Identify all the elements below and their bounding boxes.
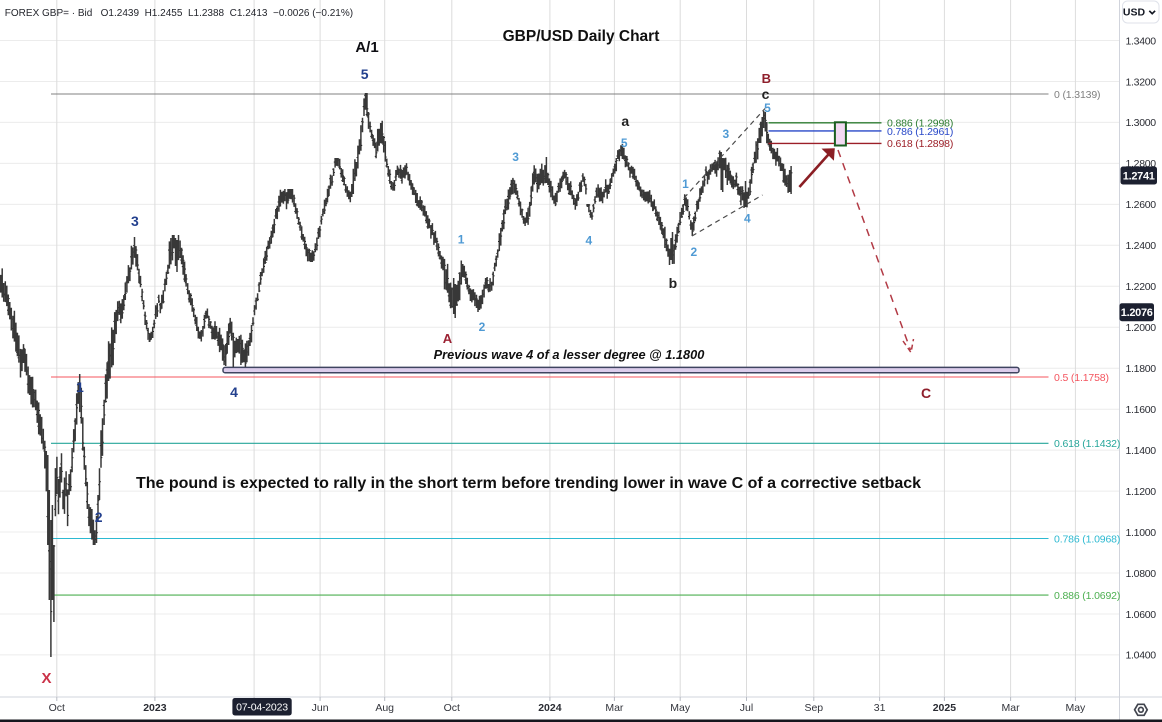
svg-text:5: 5 xyxy=(764,101,771,115)
svg-text:4: 4 xyxy=(230,384,238,400)
svg-text:1.2741: 1.2741 xyxy=(1123,171,1155,183)
svg-text:1: 1 xyxy=(76,379,84,395)
svg-text:2023: 2023 xyxy=(143,702,167,714)
svg-text:1.0800: 1.0800 xyxy=(1126,568,1157,580)
svg-text:May: May xyxy=(670,702,691,714)
svg-text:A/1: A/1 xyxy=(355,39,378,56)
svg-text:0 (1.3139): 0 (1.3139) xyxy=(1054,89,1100,101)
svg-text:May: May xyxy=(1065,702,1086,714)
svg-text:5: 5 xyxy=(621,136,628,150)
svg-text:Previous wave 4 of a lesser de: Previous wave 4 of a lesser degree @ 1.1… xyxy=(434,347,705,362)
svg-text:0.786 (1.2961): 0.786 (1.2961) xyxy=(887,126,953,138)
svg-text:4: 4 xyxy=(586,234,593,248)
svg-text:Oct: Oct xyxy=(444,702,460,714)
svg-text:2: 2 xyxy=(690,245,697,259)
svg-text:1.2000: 1.2000 xyxy=(1126,322,1157,334)
svg-text:1.0400: 1.0400 xyxy=(1126,650,1157,662)
svg-text:C: C xyxy=(921,385,931,401)
svg-text:Aug: Aug xyxy=(375,702,394,714)
svg-text:Mar: Mar xyxy=(1002,702,1021,714)
svg-text:1.2400: 1.2400 xyxy=(1126,240,1157,252)
svg-text:1.3400: 1.3400 xyxy=(1126,35,1157,47)
svg-text:GBP/USD Daily Chart: GBP/USD Daily Chart xyxy=(503,28,660,45)
svg-text:3: 3 xyxy=(131,213,139,229)
svg-text:1: 1 xyxy=(458,233,465,247)
svg-text:FOREX GBP= · Bid O1.2439 H1: FOREX GBP= · Bid O1.2439 H1.2455 L1.2388… xyxy=(5,8,353,19)
svg-text:2: 2 xyxy=(479,320,486,334)
svg-text:1.1800: 1.1800 xyxy=(1126,363,1157,375)
svg-text:A: A xyxy=(443,331,453,346)
svg-text:3: 3 xyxy=(512,150,519,164)
svg-text:Jun: Jun xyxy=(312,702,329,714)
svg-text:1.3000: 1.3000 xyxy=(1126,117,1157,129)
svg-text:4: 4 xyxy=(744,211,751,225)
svg-text:1.2600: 1.2600 xyxy=(1126,199,1157,211)
svg-text:0.786 (1.0968): 0.786 (1.0968) xyxy=(1054,533,1120,545)
svg-text:B: B xyxy=(762,71,771,86)
svg-text:3: 3 xyxy=(722,127,729,141)
svg-text:0.886 (1.0692): 0.886 (1.0692) xyxy=(1054,590,1120,602)
svg-text:0.5 (1.1758): 0.5 (1.1758) xyxy=(1054,372,1109,384)
svg-text:2024: 2024 xyxy=(538,702,562,714)
svg-text:0.886 (1.2998): 0.886 (1.2998) xyxy=(887,117,953,129)
svg-text:Sep: Sep xyxy=(804,702,823,714)
svg-text:1.1400: 1.1400 xyxy=(1126,445,1157,457)
svg-text:1: 1 xyxy=(682,177,689,191)
svg-text:1.0600: 1.0600 xyxy=(1126,609,1157,621)
svg-text:1.1600: 1.1600 xyxy=(1126,404,1157,416)
svg-text:31: 31 xyxy=(874,702,886,714)
svg-text:Mar: Mar xyxy=(605,702,624,714)
svg-text:07-04-2023: 07-04-2023 xyxy=(236,702,288,714)
svg-text:USD: USD xyxy=(1123,6,1146,18)
svg-text:2025: 2025 xyxy=(933,702,957,714)
svg-text:1.3200: 1.3200 xyxy=(1126,76,1157,88)
svg-text:The pound is expected to rally: The pound is expected to rally in the sh… xyxy=(136,475,921,492)
svg-text:1.2200: 1.2200 xyxy=(1126,281,1157,293)
svg-text:1.1000: 1.1000 xyxy=(1126,527,1157,539)
svg-text:0.618 (1.1432): 0.618 (1.1432) xyxy=(1054,438,1120,450)
svg-text:2: 2 xyxy=(95,509,103,525)
svg-text:Jul: Jul xyxy=(740,702,753,714)
svg-text:b: b xyxy=(669,275,678,291)
svg-text:1.2076: 1.2076 xyxy=(1121,307,1153,319)
svg-text:a: a xyxy=(621,113,629,129)
svg-text:5: 5 xyxy=(361,66,369,82)
svg-text:1.1200: 1.1200 xyxy=(1126,486,1157,498)
svg-text:Oct: Oct xyxy=(49,702,65,714)
svg-text:c: c xyxy=(762,86,770,102)
svg-text:0.618 (1.2898): 0.618 (1.2898) xyxy=(887,138,953,150)
svg-text:X: X xyxy=(41,670,51,687)
